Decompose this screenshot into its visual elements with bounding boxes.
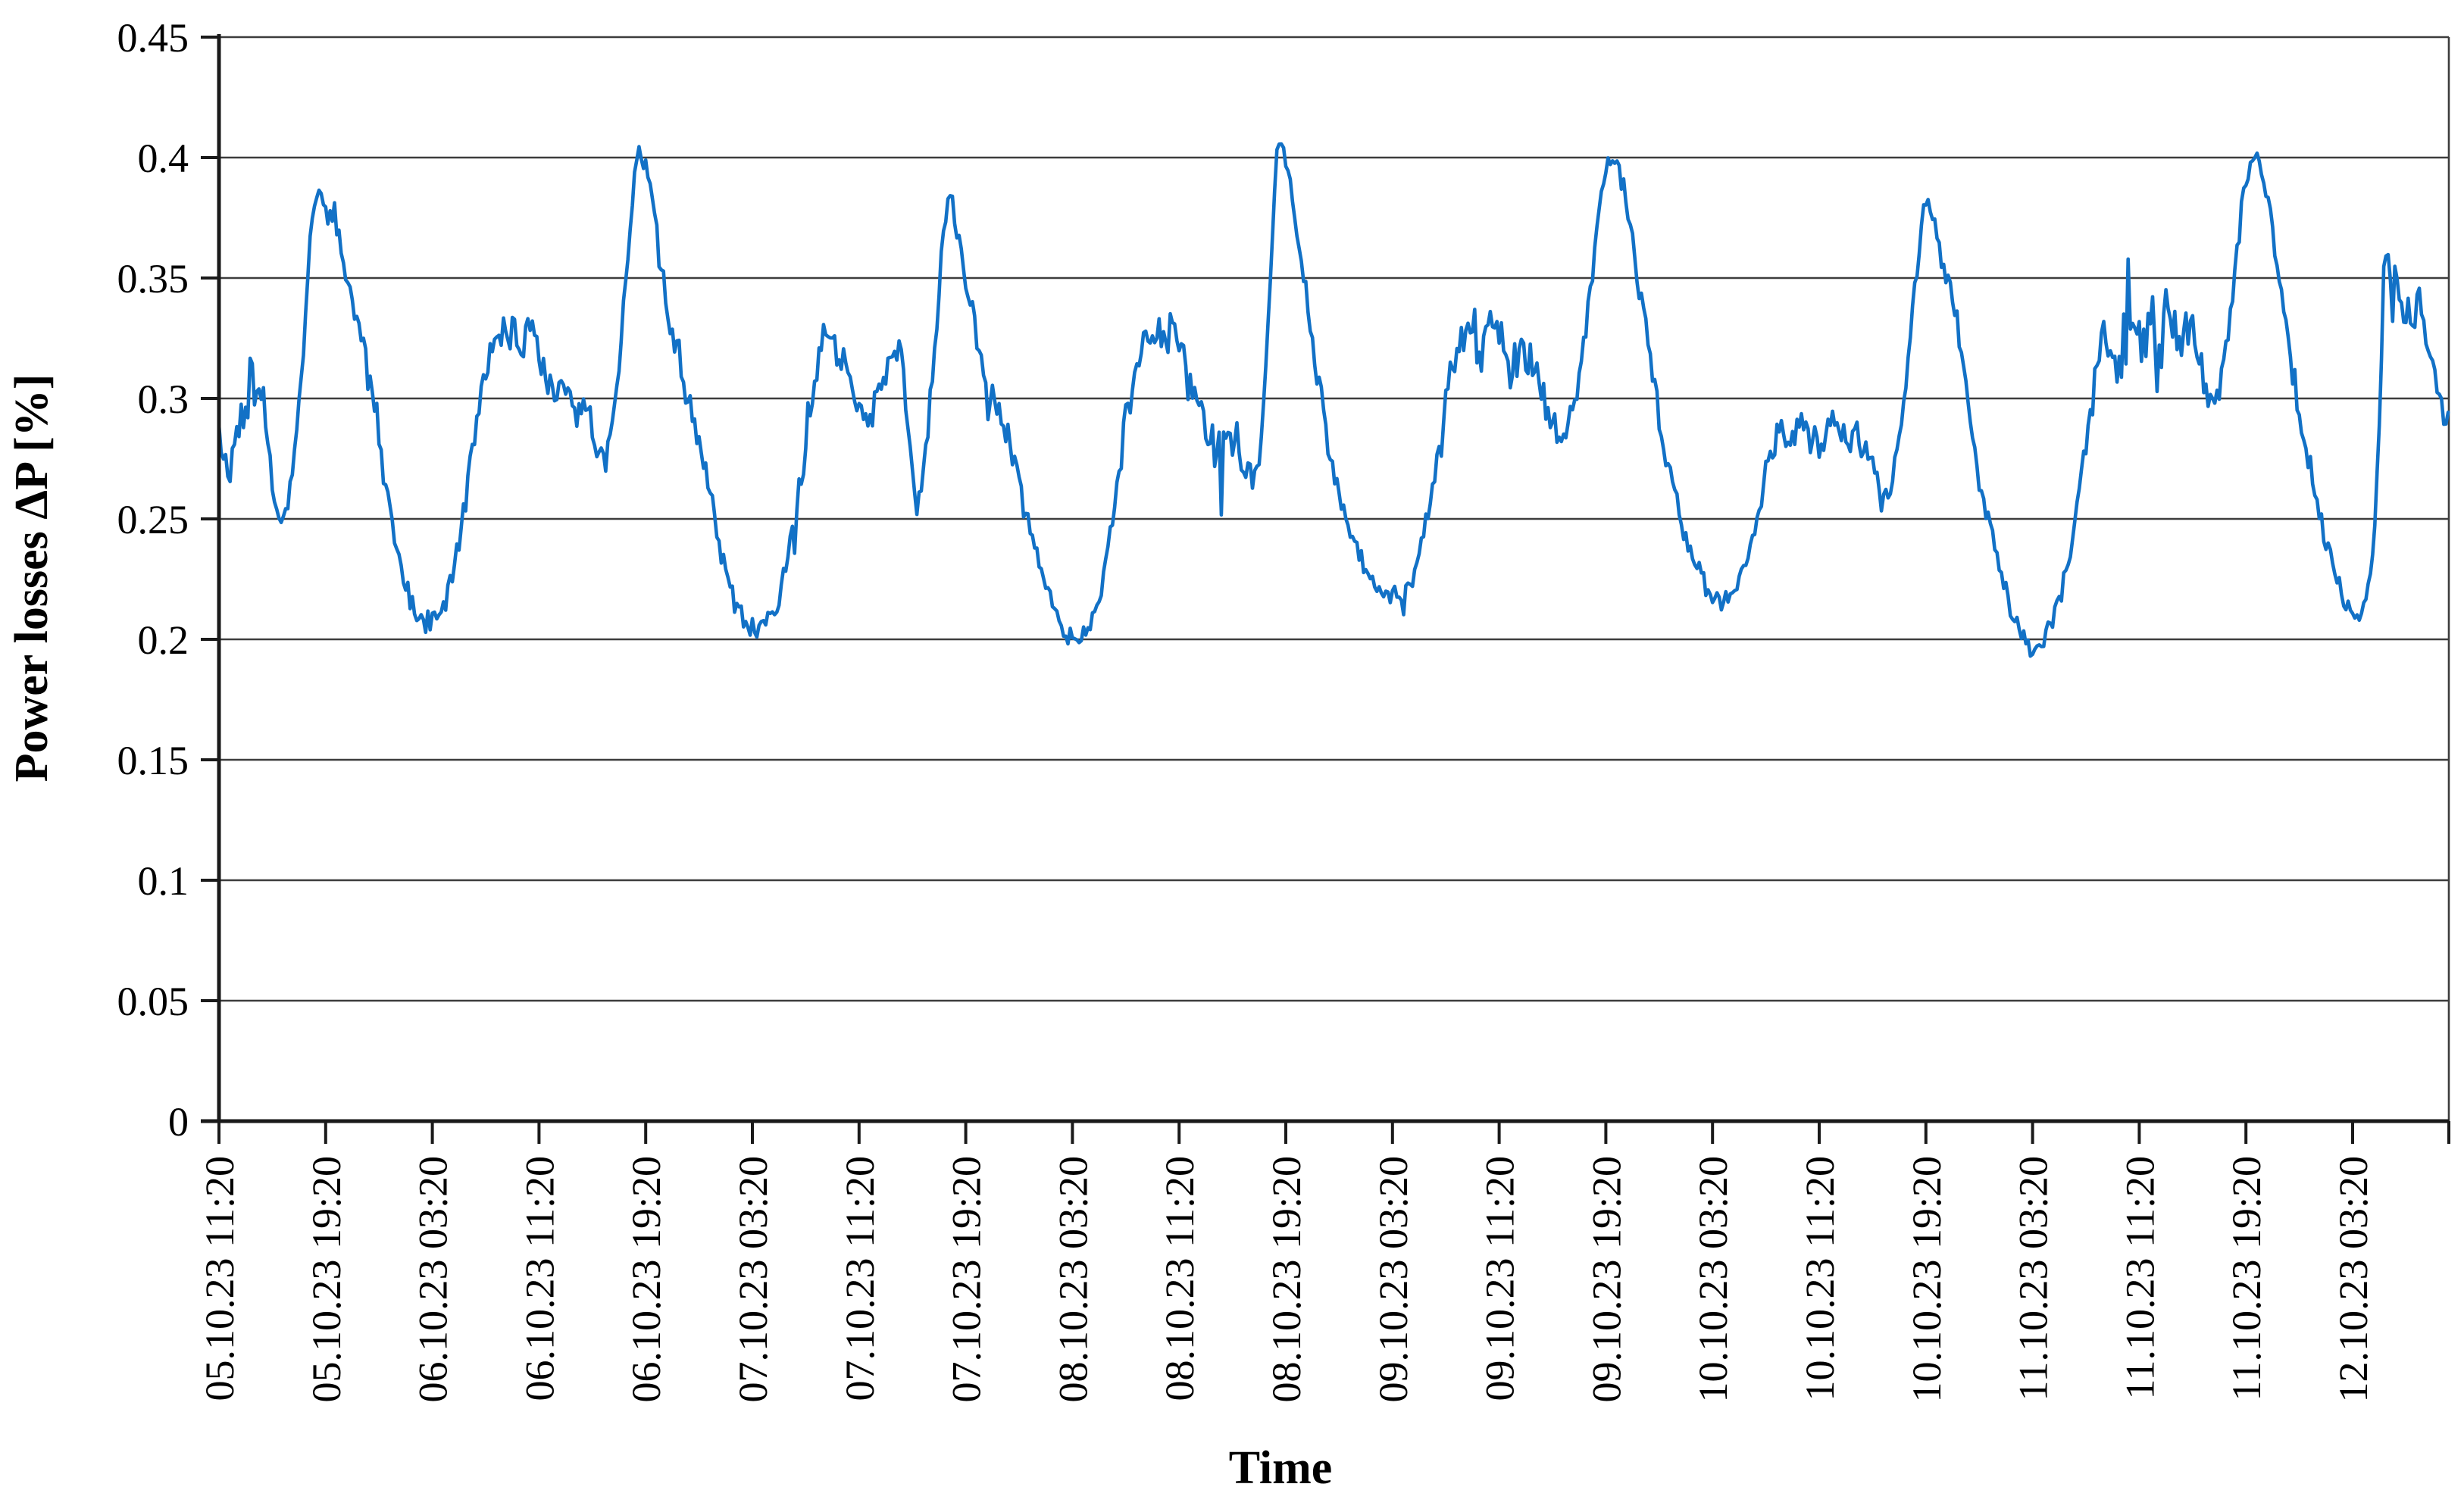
- x-tick-label: 06.10.23 03:20: [411, 1156, 456, 1403]
- x-tick-label: 09.10.23 19:20: [1584, 1156, 1629, 1403]
- x-tick-label: 07.10.23 19:20: [944, 1156, 990, 1403]
- series-line-power-losses: [217, 142, 2450, 658]
- x-tick-label: 06.10.23 19:20: [624, 1156, 669, 1403]
- x-tick-label: 08.10.23 03:20: [1050, 1156, 1096, 1403]
- y-axis-title: Power losses ΔP [%]: [6, 374, 58, 783]
- y-tick-label: 0: [168, 1099, 189, 1145]
- y-tick-label: 0.2: [138, 617, 189, 663]
- x-tick-label: 09.10.23 11:20: [1477, 1156, 1523, 1401]
- gridlines: [219, 36, 2449, 1002]
- x-tick-label: 09.10.23 03:20: [1371, 1156, 1416, 1403]
- y-tick-label: 0.45: [117, 15, 189, 61]
- x-tick-label: 07.10.23 11:20: [837, 1156, 883, 1401]
- y-tick-label: 0.15: [117, 738, 189, 783]
- x-tick-label: 11.10.23 11:20: [2117, 1156, 2162, 1400]
- y-tick-label: 0.05: [117, 979, 189, 1024]
- x-tick-label: 05.10.23 11:20: [197, 1156, 242, 1401]
- x-axis-title: Time: [1229, 1442, 1333, 1494]
- x-tick-label: 10.10.23 19:20: [1904, 1156, 1950, 1403]
- x-tick-label: 11.10.23 03:20: [2011, 1156, 2056, 1401]
- x-tick-label: 10.10.23 11:20: [1797, 1156, 1843, 1401]
- x-tick-label: 08.10.23 11:20: [1157, 1156, 1202, 1401]
- x-tick-labels: 05.10.23 11:20 05.10.23 19:20 06.10.23 03:…: [197, 1156, 2376, 1403]
- x-tick-label: 12.10.23 03:20: [2331, 1156, 2376, 1403]
- y-tick-labels: 0.45 0.4 0.35 0.3 0.25 0.2 0.15 0.1 0.05 0: [117, 15, 189, 1145]
- x-tick-label: 07.10.23 03:20: [730, 1156, 776, 1403]
- x-tick-label: 06.10.23 11:20: [517, 1156, 562, 1401]
- power-losses-series-path: [217, 142, 2450, 658]
- x-tick-label: 11.10.23 19:20: [2224, 1156, 2269, 1401]
- y-tick-label: 0.35: [117, 256, 189, 301]
- y-tick-label: 0.25: [117, 497, 189, 542]
- x-tick-label: 08.10.23 19:20: [1264, 1156, 1309, 1403]
- y-tick-label: 0.4: [138, 136, 189, 181]
- axes: [201, 34, 2450, 1144]
- y-tick-label: 0.3: [138, 376, 189, 422]
- x-tick-label: 05.10.23 19:20: [304, 1156, 349, 1403]
- x-tick-label: 10.10.23 03:20: [1690, 1156, 1736, 1403]
- y-tick-label: 0.1: [138, 858, 189, 904]
